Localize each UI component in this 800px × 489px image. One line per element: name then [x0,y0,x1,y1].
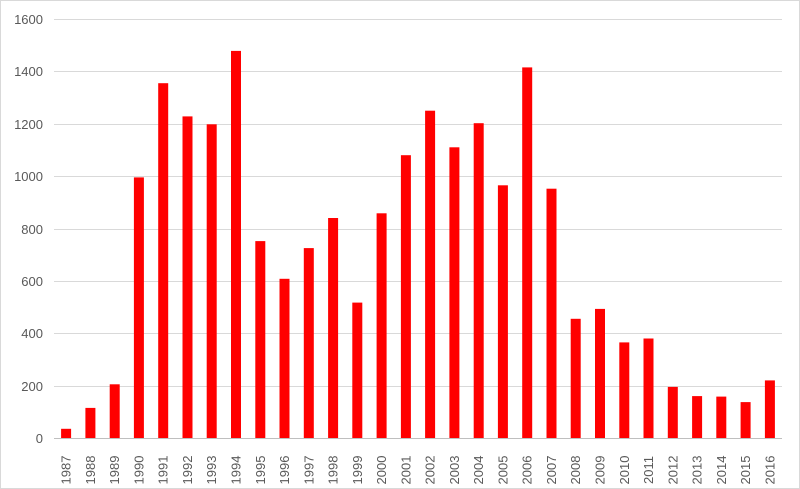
bar-1989 [110,384,120,438]
bar-2012 [668,387,678,438]
bar-2004 [474,123,484,438]
bar-2008 [571,319,581,438]
x-tick-label: 2006 [520,456,535,485]
bar-1999 [352,303,362,438]
bar-1987 [61,429,71,438]
bar-1998 [328,218,338,438]
bar-1991 [158,83,168,438]
y-tick-label: 1400 [14,64,43,79]
y-axis-tick-labels: 0 200 400 600 800 1000 1200 1400 1600 [14,12,43,446]
x-tick-label: 2004 [471,456,486,485]
bar-1990 [134,177,144,438]
x-tick-label: 1993 [204,456,219,485]
x-tick-label: 1998 [326,456,341,485]
y-tick-label: 1000 [14,169,43,184]
x-tick-label: 2000 [374,456,389,485]
bar-1992 [183,116,193,438]
x-tick-label: 2015 [738,456,753,485]
x-tick-label: 1994 [229,456,244,485]
x-tick-label: 2008 [568,456,583,485]
bar-2013 [692,396,702,438]
y-tick-label: 1200 [14,117,43,132]
bar-2000 [377,213,387,438]
x-tick-label: 2010 [617,456,632,485]
bar-2011 [644,339,654,439]
x-tick-label: 2016 [762,456,777,485]
bar-2009 [595,309,605,438]
x-tick-label: 2014 [714,456,729,485]
x-tick-label: 2003 [447,456,462,485]
bar-2006 [522,67,532,438]
y-tick-label: 600 [21,274,43,289]
x-tick-label: 2005 [495,456,510,485]
x-tick-label: 2011 [641,456,656,484]
y-tick-label: 800 [21,222,43,237]
bar-1996 [280,279,290,438]
bar-1997 [304,248,314,438]
x-tick-label: 1991 [156,456,171,485]
bar-1988 [85,408,95,438]
x-axis-tick-labels: 1987 1988 1989 1990 1991 1992 1993 1994 1995 1996… [59,456,778,485]
x-tick-label: 2009 [593,456,608,485]
bar-2002 [425,111,435,438]
bar-2007 [547,189,557,438]
x-tick-label: 2001 [398,456,413,485]
x-tick-label: 1988 [83,456,98,485]
x-tick-label: 1997 [301,456,316,485]
y-tick-label: 0 [36,431,43,446]
x-tick-label: 2012 [665,456,680,485]
x-tick-label: 1987 [59,456,74,485]
bar-2015 [741,402,751,438]
bar-2003 [449,147,459,438]
y-tick-label: 400 [21,326,43,341]
y-tick-label: 1600 [14,12,43,27]
x-tick-label: 2002 [423,456,438,485]
bar-2016 [765,380,775,438]
bar-2005 [498,185,508,438]
bar-2010 [619,342,629,438]
x-tick-label: 1989 [107,456,122,485]
x-tick-label: 1992 [180,456,195,485]
bar-1993 [207,124,217,438]
bar-2001 [401,155,411,438]
x-tick-label: 1995 [253,456,268,485]
x-tick-label: 1990 [131,456,146,485]
x-tick-label: 2007 [544,456,559,485]
bars [61,51,775,438]
bar-1995 [255,241,265,438]
x-tick-label: 2013 [690,456,705,485]
x-tick-label: 1999 [350,456,365,485]
bar-2014 [716,397,726,438]
x-tick-label: 1996 [277,456,292,485]
bar-1994 [231,51,241,438]
y-tick-label: 200 [21,379,43,394]
